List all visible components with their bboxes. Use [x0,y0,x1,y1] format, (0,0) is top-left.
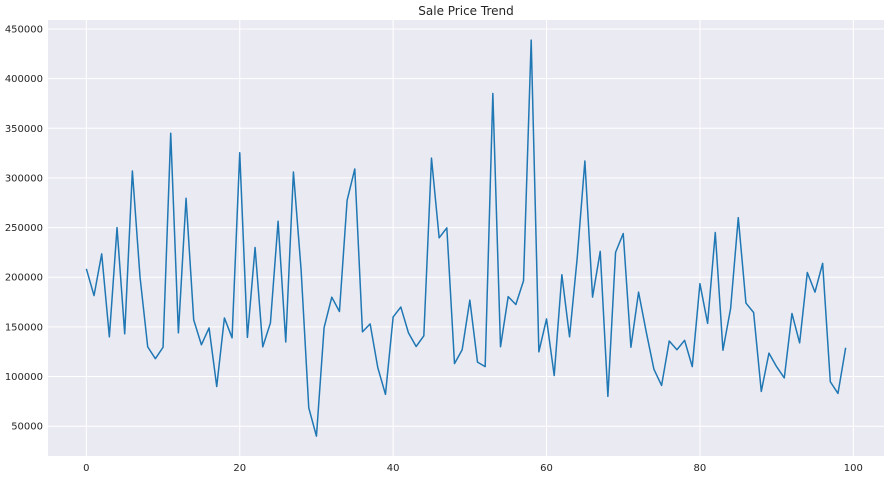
x-tick-label: 0 [83,463,89,474]
y-axis-ticks: 50000 100000 150000 200000 250000 300000 35000… [5,24,43,432]
chart-title: Sale Price Trend [418,4,513,18]
y-tick-label: 400000 [5,74,43,85]
y-tick-label: 300000 [5,173,43,184]
series-line [85,39,847,437]
y-tick-label: 50000 [11,422,43,433]
y-tick-label: 150000 [5,322,43,333]
x-tick-label: 80 [694,463,707,474]
y-tick-label: 450000 [5,24,43,35]
x-tick-label: 20 [233,463,246,474]
y-tick-label: 350000 [5,124,43,135]
plot-background [48,20,884,456]
x-axis-ticks: 0 20 40 60 80 100 [83,463,863,474]
x-tick-label: 100 [844,463,863,474]
x-tick-label: 40 [387,463,400,474]
y-tick-label: 250000 [5,223,43,234]
x-tick-label: 60 [540,463,553,474]
y-tick-label: 200000 [5,273,43,284]
series-layer [85,39,847,437]
y-tick-label: 100000 [5,372,43,383]
